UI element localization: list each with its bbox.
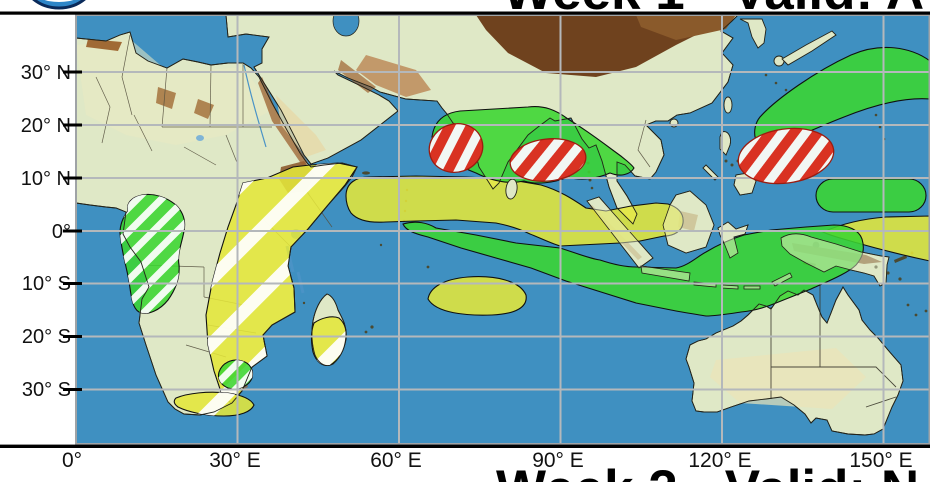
taiwan-island (723, 96, 733, 114)
hazard-ellipse-arabian-sea (428, 123, 484, 173)
caspian-sea (332, 15, 360, 37)
lat-label-20n: 20° N (21, 115, 71, 137)
lat-label-20s: 20° S (22, 326, 71, 348)
top-divider-line (0, 11, 930, 15)
graticule (76, 15, 930, 444)
korea-landmass (739, 18, 767, 49)
week1-title: Week 1 - Valid: A (503, 0, 924, 21)
lon-label-150e: 150° E (849, 449, 912, 472)
red-hatched-ellipses (428, 123, 835, 185)
map-canvas (76, 15, 930, 444)
bottom-divider-line (0, 444, 930, 448)
lon-label-0: 0° (62, 449, 82, 472)
lat-label-30s: 30° S (22, 379, 71, 401)
lat-label-10n: 10° N (21, 168, 71, 190)
lon-label-60e: 60° E (370, 449, 422, 472)
hazard-region-central-indian-ocean-oval (427, 276, 527, 316)
hazard-ellipse-philippine-sea (737, 127, 835, 185)
nile-river (243, 64, 267, 148)
lon-label-30e: 30° E (209, 449, 261, 472)
hazard-ellipse-bay-of-bengal (509, 138, 587, 182)
hazard-region-philippine-sea-east-oval (815, 178, 927, 213)
lat-label-10s: 10° S (22, 273, 71, 295)
honshu-island (781, 30, 837, 66)
lon-label-120e: 120° E (688, 449, 751, 472)
kyushu-island (773, 55, 785, 67)
terrain-relief (76, 15, 882, 409)
lat-label-0: 0° (52, 221, 71, 243)
longitude-axis: 0° 30° E 60° E 90° E 120° E 150° E (62, 449, 913, 472)
lon-label-90e: 90° E (532, 449, 584, 472)
lat-label-30n: 30° N (21, 62, 71, 84)
lake-chad (196, 135, 204, 141)
latitude-ticks (63, 70, 82, 391)
week2-title: Week 2 - Valid: N (496, 460, 919, 482)
latitude-axis: 30° N 20° N 10° N 0° 10° S 20° S 30° S (21, 62, 82, 401)
noaa-logo-icon (32, 0, 86, 10)
